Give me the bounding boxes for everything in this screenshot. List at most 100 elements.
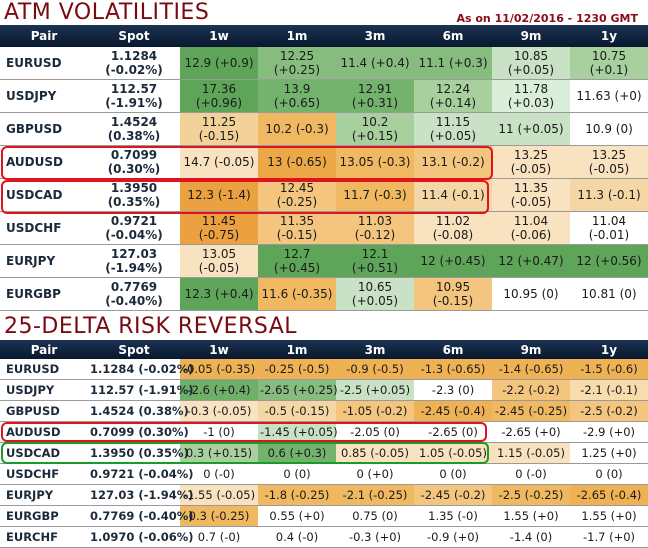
value-cell-1w: 12.3 (+0.4) bbox=[180, 277, 258, 311]
value-cell-1w: 12.3 (-1.4) bbox=[180, 178, 258, 212]
value-cell-3m: -0.9 (-0.5) bbox=[336, 359, 414, 380]
value-cell-6m: -2.45 (-0.2) bbox=[414, 484, 492, 506]
pair-cell: USDCAD bbox=[0, 178, 88, 212]
pair-cell: EURCHF bbox=[0, 526, 88, 548]
table-row-eurjpy: EURJPY 127.03 (-1.94%) 13.05 (-0.05) 12.7 (… bbox=[0, 244, 648, 278]
value-cell-3m: -2.5 (+0.05) bbox=[336, 379, 414, 401]
value-cell-6m: -0.9 (+0) bbox=[414, 526, 492, 548]
column-header-spot: Spot bbox=[88, 340, 180, 359]
spot-cell: 1.4524 (0.38%) bbox=[88, 400, 189, 422]
value-cell-6m: -2.45 (-0.4) bbox=[414, 400, 492, 422]
value-cell-6m: 1.05 (-0.05) bbox=[414, 442, 492, 464]
value-cell-1w: 11.25 (-0.15) bbox=[180, 112, 258, 146]
value-cell-6m: -2.65 (0) bbox=[414, 421, 492, 443]
pair-cell: GBPUSD bbox=[0, 112, 88, 146]
pair-cell: EURGBP bbox=[0, 277, 88, 311]
column-header-pair: Pair bbox=[0, 340, 88, 359]
value-cell-1m: -0.5 (-0.15) bbox=[258, 400, 336, 422]
atm-volatilities-title: ATM VOLATILITIES bbox=[4, 0, 210, 25]
table-row-eurjpy: EURJPY 127.03 (-1.94%) -1.55 (-0.05) -1.8 (… bbox=[0, 484, 648, 506]
value-cell-1m: 12.45 (-0.25) bbox=[258, 178, 336, 212]
atm-header-row: Pair Spot 1w 1m 3m 6m 9m 1y bbox=[0, 25, 648, 47]
pair-cell: AUDUSD bbox=[0, 421, 88, 443]
spot-cell: 0.7769 (-0.40%) bbox=[88, 505, 194, 527]
column-header-6m: 6m bbox=[414, 340, 492, 359]
value-cell-1y: -2.1 (-0.1) bbox=[570, 379, 648, 401]
value-cell-1y: 11.04 (-0.01) bbox=[570, 211, 648, 245]
value-cell-1y: 10.81 (0) bbox=[570, 277, 648, 311]
value-cell-3m: -2.05 (0) bbox=[336, 421, 414, 443]
pair-cell: EURUSD bbox=[0, 47, 88, 80]
value-cell-1w: -2.6 (+0.4) bbox=[180, 379, 258, 401]
value-cell-1m: 13.9 (+0.65) bbox=[258, 79, 336, 113]
value-cell-9m: -2.65 (+0) bbox=[492, 421, 570, 443]
table-row-gbpusd: GBPUSD 1.4524 (0.38%) -0.3 (-0.05) -0.5 (-0… bbox=[0, 400, 648, 422]
pair-cell: USDCHF bbox=[0, 463, 88, 485]
value-cell-6m: 1.35 (-0) bbox=[414, 505, 492, 527]
value-cell-1w: 14.7 (-0.05) bbox=[180, 145, 258, 179]
spot-cell: 112.57 (-1.91%) bbox=[88, 379, 194, 401]
pair-cell: USDCHF bbox=[0, 211, 88, 245]
table-row-eurgbp: EURGBP 0.7769 (-0.40%) 0.3 (-0.25) 0.55 (+0… bbox=[0, 505, 648, 527]
pair-cell: EURUSD bbox=[0, 359, 88, 380]
value-cell-3m: 11.03 (-0.12) bbox=[336, 211, 414, 245]
column-header-1y: 1y bbox=[570, 340, 648, 359]
spot-cell: 127.03 (-1.94%) bbox=[88, 244, 180, 278]
value-cell-1m: 12.25 (+0.25) bbox=[258, 47, 336, 80]
value-cell-6m: 12.24 (+0.14) bbox=[414, 79, 492, 113]
value-cell-3m: 11.7 (-0.3) bbox=[336, 178, 414, 212]
value-cell-1y: 10.9 (0) bbox=[570, 112, 648, 146]
value-cell-9m: 11.04 (-0.06) bbox=[492, 211, 570, 245]
value-cell-1m: 0.55 (+0) bbox=[258, 505, 336, 527]
column-header-1w: 1w bbox=[180, 340, 258, 359]
value-cell-9m: -1.4 (0) bbox=[492, 526, 570, 548]
value-cell-9m: 12 (+0.47) bbox=[492, 244, 570, 278]
table-row-audusd: AUDUSD 0.7099 (0.30%) -1 (0) -1.45 (+0.05) -… bbox=[0, 421, 648, 443]
value-cell-3m: 13.05 (-0.3) bbox=[336, 145, 414, 179]
value-cell-9m: 10.85 (+0.05) bbox=[492, 47, 570, 80]
value-cell-1w: -0.05 (-0.35) bbox=[180, 359, 258, 380]
value-cell-1m: 0.4 (-0) bbox=[258, 526, 336, 548]
pair-cell: AUDUSD bbox=[0, 145, 88, 179]
risk-reversal-title: 25-DELTA RISK REVERSAL bbox=[4, 314, 298, 339]
value-cell-1y: 12 (+0.56) bbox=[570, 244, 648, 278]
pair-cell: EURJPY bbox=[0, 484, 88, 506]
value-cell-1m: 12.7 (+0.45) bbox=[258, 244, 336, 278]
value-cell-1w: 11.45 (-0.75) bbox=[180, 211, 258, 245]
value-cell-3m: 0.75 (0) bbox=[336, 505, 414, 527]
column-header-1w: 1w bbox=[180, 25, 258, 47]
value-cell-3m: 10.65 (+0.05) bbox=[336, 277, 414, 311]
value-cell-1y: -2.65 (-0.4) bbox=[570, 484, 648, 506]
column-header-1m: 1m bbox=[258, 25, 336, 47]
pair-cell: EURJPY bbox=[0, 244, 88, 278]
value-cell-1y: 1.55 (+0) bbox=[570, 505, 648, 527]
spot-cell: 1.1284 (-0.02%) bbox=[88, 359, 194, 380]
column-header-9m: 9m bbox=[492, 25, 570, 47]
value-cell-3m: 0.85 (-0.05) bbox=[336, 442, 414, 464]
value-cell-9m: 10.95 (0) bbox=[492, 277, 570, 311]
value-cell-9m: -2.2 (-0.2) bbox=[492, 379, 570, 401]
column-header-6m: 6m bbox=[414, 25, 492, 47]
value-cell-6m: 11.15 (+0.05) bbox=[414, 112, 492, 146]
spot-cell: 0.9721 (-0.04%) bbox=[88, 463, 194, 485]
value-cell-1y: 13.25 (-0.05) bbox=[570, 145, 648, 179]
table-row-usdcad: USDCAD 1.3950 (0.35%) 12.3 (-1.4) 12.45 (-0… bbox=[0, 178, 648, 212]
value-cell-1w: 0 (-0) bbox=[180, 463, 258, 485]
spot-cell: 1.3950 (0.35%) bbox=[88, 442, 189, 464]
value-cell-6m: 0 (0) bbox=[414, 463, 492, 485]
value-cell-1w: 12.9 (+0.9) bbox=[180, 47, 258, 80]
value-cell-3m: -0.3 (+0) bbox=[336, 526, 414, 548]
value-cell-6m: -2.3 (0) bbox=[414, 379, 492, 401]
value-cell-1m: 11.6 (-0.35) bbox=[258, 277, 336, 311]
pair-cell: USDJPY bbox=[0, 79, 88, 113]
value-cell-1w: 0.7 (-0) bbox=[180, 526, 258, 548]
value-cell-6m: 11.1 (+0.3) bbox=[414, 47, 492, 80]
value-cell-1m: -1.45 (+0.05) bbox=[258, 421, 338, 443]
table-row-eurchf: EURCHF 1.0970 (-0.06%) 0.7 (-0) 0.4 (-0) -0.… bbox=[0, 526, 648, 548]
value-cell-3m: 12.91 (+0.31) bbox=[336, 79, 414, 113]
value-cell-6m: 11.4 (-0.1) bbox=[414, 178, 492, 212]
value-cell-1y: -2.9 (+0) bbox=[570, 421, 648, 443]
spot-cell: 1.3950 (0.35%) bbox=[88, 178, 180, 212]
value-cell-3m: 11.4 (+0.4) bbox=[336, 47, 414, 80]
value-cell-1m: 10.2 (-0.3) bbox=[258, 112, 336, 146]
